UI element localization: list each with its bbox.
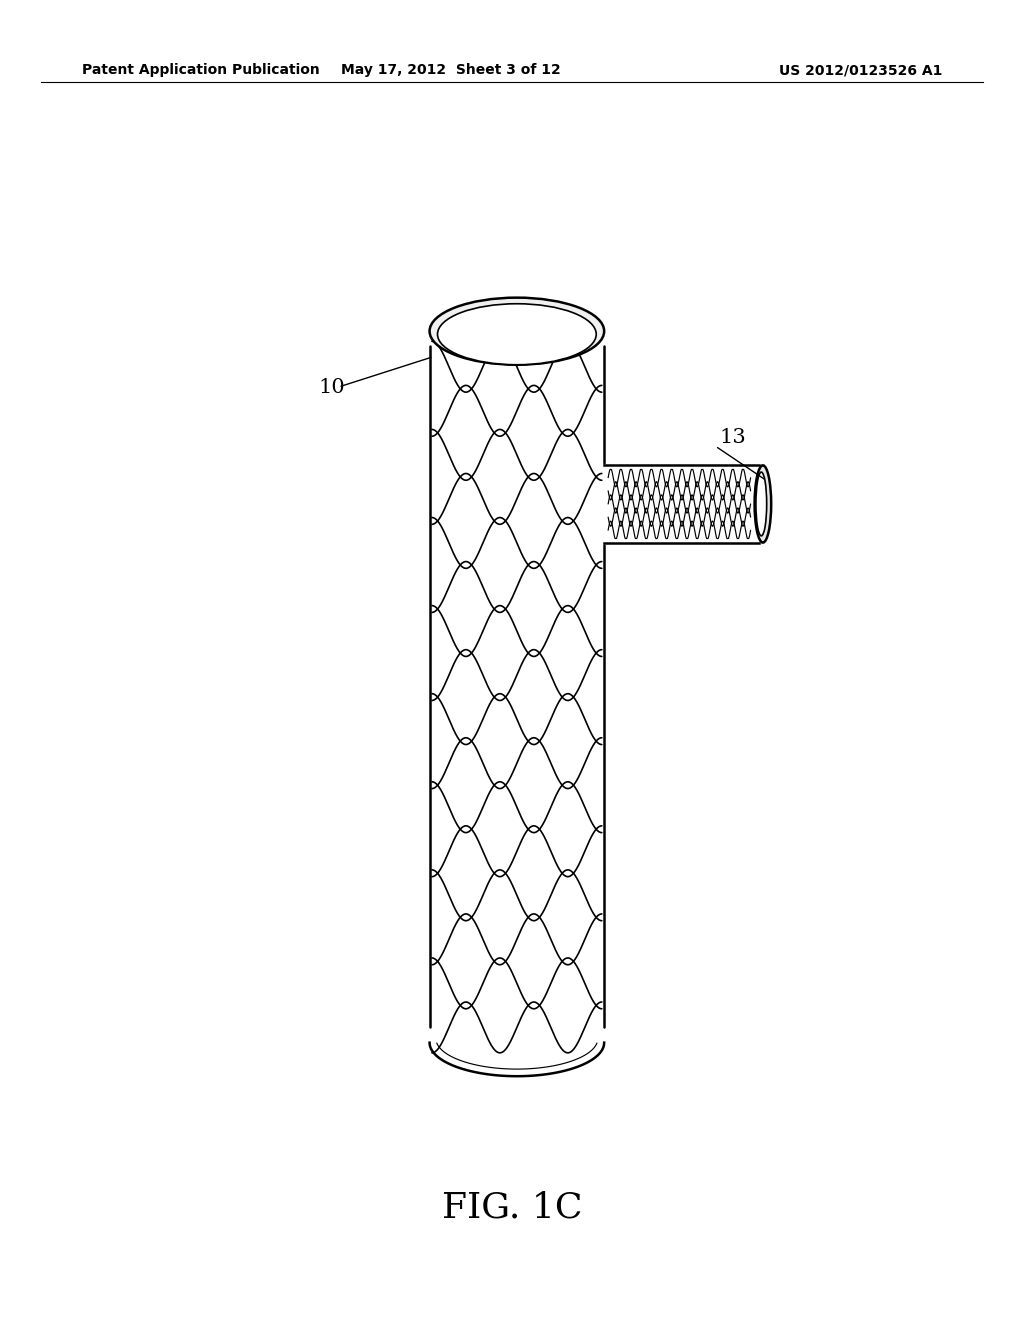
Text: 10: 10 [318,378,345,396]
Ellipse shape [756,473,767,536]
Text: FIG. 1C: FIG. 1C [441,1191,583,1225]
Ellipse shape [755,466,771,543]
Ellipse shape [430,297,604,364]
Text: US 2012/0123526 A1: US 2012/0123526 A1 [778,63,942,78]
Ellipse shape [437,304,596,364]
Text: Patent Application Publication: Patent Application Publication [82,63,319,78]
Text: 13: 13 [719,429,745,447]
Text: May 17, 2012  Sheet 3 of 12: May 17, 2012 Sheet 3 of 12 [341,63,560,78]
